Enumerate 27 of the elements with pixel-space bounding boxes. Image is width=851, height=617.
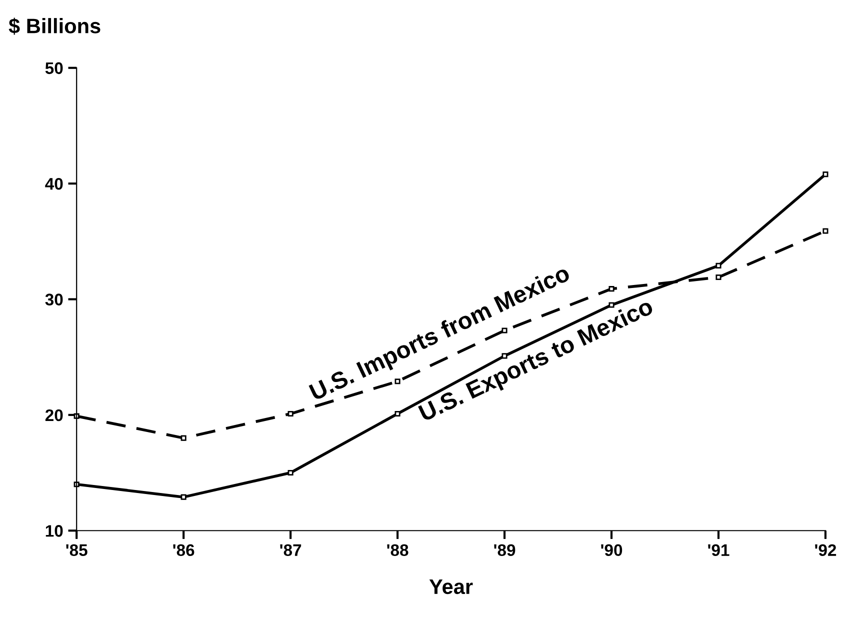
x-tick-label: '89 bbox=[494, 544, 516, 556]
y-tick-label: 50 bbox=[45, 62, 63, 74]
y-tick-label: 10 bbox=[46, 525, 63, 537]
point bbox=[822, 172, 828, 178]
point bbox=[716, 274, 722, 280]
point bbox=[288, 470, 294, 476]
y-tick-label: 20 bbox=[45, 409, 63, 422]
point bbox=[180, 435, 186, 441]
point bbox=[716, 262, 722, 268]
y-tick-label: 40 bbox=[45, 178, 63, 190]
point bbox=[822, 228, 828, 234]
point bbox=[608, 286, 614, 292]
x-tick-label: '90 bbox=[601, 544, 622, 556]
x-tick-label: '91 bbox=[708, 544, 730, 556]
point bbox=[394, 378, 400, 384]
point bbox=[502, 328, 508, 334]
x-tick-label: '86 bbox=[173, 544, 194, 556]
x-tick-label: '87 bbox=[280, 544, 302, 556]
x-tick-label: '85 bbox=[66, 544, 88, 556]
x-tick-label: '92 bbox=[815, 544, 836, 556]
point bbox=[394, 410, 400, 417]
x-tick-label: '88 bbox=[387, 544, 408, 556]
x-axis-title: Year bbox=[429, 580, 473, 594]
point bbox=[288, 410, 294, 417]
y-axis-title: $ Billions bbox=[8, 18, 100, 35]
y-tick-label: 30 bbox=[45, 294, 63, 306]
point bbox=[180, 494, 186, 500]
